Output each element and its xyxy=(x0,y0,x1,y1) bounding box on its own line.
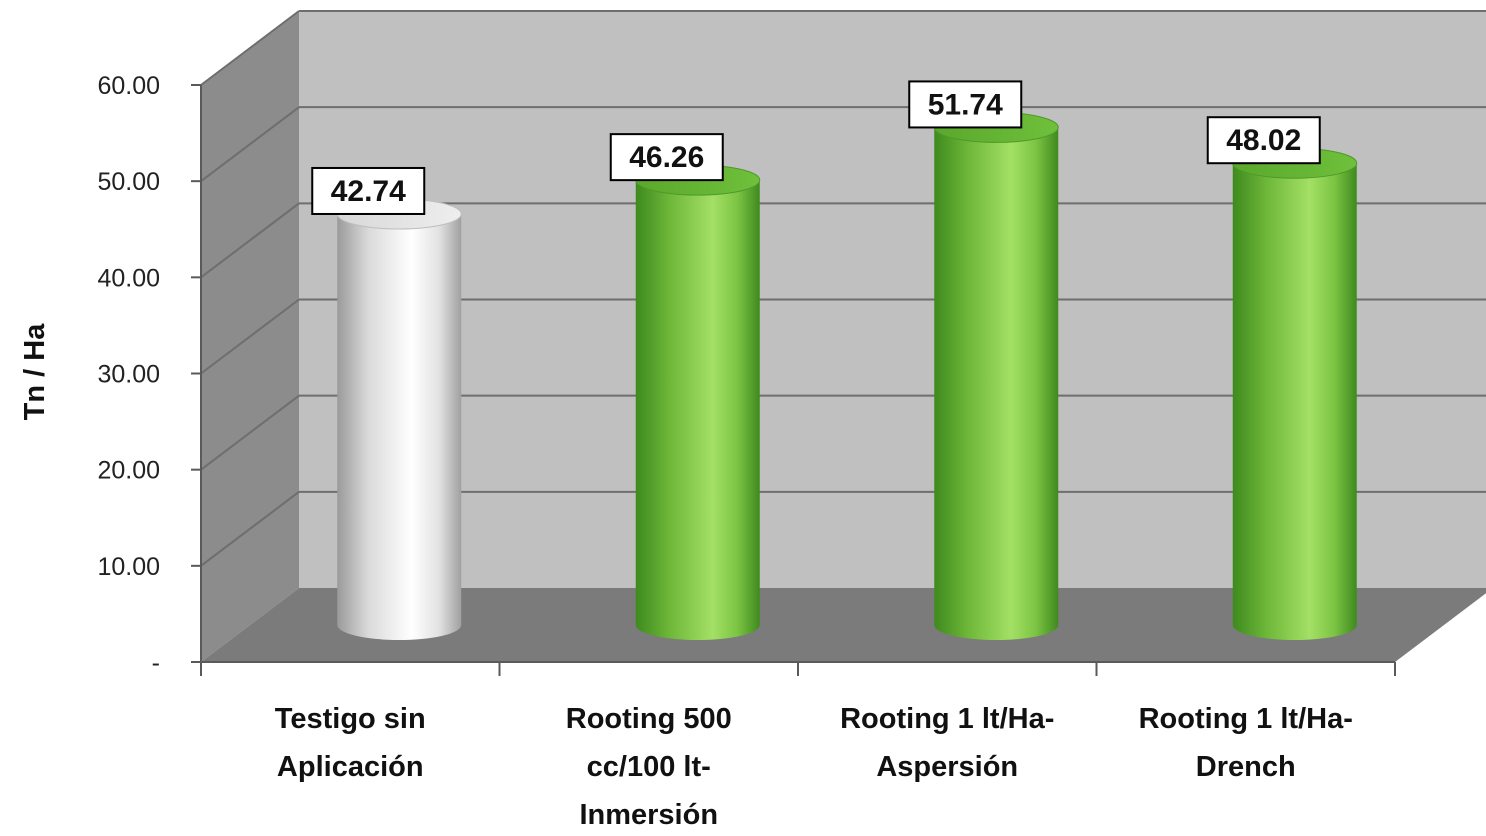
bar-body xyxy=(934,127,1059,641)
y-tick-label: 50.00 xyxy=(97,168,160,196)
y-axis-title: Tn / Ha xyxy=(19,323,51,421)
x-category-label-line: Rooting 500 xyxy=(566,703,732,735)
gridline-side xyxy=(200,106,300,182)
data-labels: 42.74 46.26 51.74 48.02 xyxy=(311,80,1321,215)
data-label-box xyxy=(1206,116,1321,165)
data-label: 46.26 xyxy=(629,141,704,174)
data-label: 42.74 xyxy=(331,175,406,208)
bar xyxy=(336,198,462,640)
data-label-box xyxy=(609,133,724,182)
bar-body xyxy=(635,180,760,640)
x-category-label: Testigo sin Aplicación xyxy=(275,703,426,783)
y-tick-label: 30.00 xyxy=(97,361,160,389)
x-category-label-line: Aspersión xyxy=(876,751,1018,783)
floor xyxy=(201,588,1486,662)
bar xyxy=(635,164,761,640)
gridline-side xyxy=(200,491,300,567)
gridline-side xyxy=(200,394,300,471)
x-category-label-line: Rooting 1 lt/Ha- xyxy=(840,703,1054,735)
x-category-label: Rooting 500 cc/100 lt- Inmersión xyxy=(566,703,732,831)
bar xyxy=(933,111,1059,641)
axes: - 10.00 20.00 30.00 40.00 50.00 60.00 Testigo s… xyxy=(97,72,1396,831)
bar-body xyxy=(337,213,462,640)
data-label: 51.74 xyxy=(928,88,1003,121)
bar xyxy=(1232,147,1358,640)
gridline-side xyxy=(200,10,300,86)
x-category-label-line: Aplicación xyxy=(277,751,424,783)
data-label-box xyxy=(311,166,426,215)
x-category-label-line: Inmersión xyxy=(579,799,718,831)
y-tick-label: - xyxy=(152,649,160,677)
y-tick-label: 60.00 xyxy=(97,72,160,100)
x-category-label: Rooting 1 lt/Ha- Drench xyxy=(1139,703,1353,783)
gridline-side xyxy=(200,298,300,375)
bars xyxy=(336,111,1358,641)
y-tick-label: 20.00 xyxy=(97,457,160,485)
gridline-side xyxy=(200,202,300,279)
data-label-box xyxy=(908,80,1023,129)
x-category-label-line: Testigo sin xyxy=(275,703,426,735)
x-category-label-line: Rooting 1 lt/Ha- xyxy=(1139,703,1353,735)
y-tick-label: 40.00 xyxy=(97,264,160,292)
bar-body xyxy=(1232,163,1357,640)
x-category-label: Rooting 1 lt/Ha- Aspersión xyxy=(840,703,1054,783)
x-category-label-line: cc/100 lt- xyxy=(587,751,711,783)
y-tick-label: 10.00 xyxy=(97,553,160,581)
plot-floor xyxy=(201,588,1486,662)
data-label: 48.02 xyxy=(1226,124,1301,157)
x-category-label-line: Drench xyxy=(1196,751,1296,783)
